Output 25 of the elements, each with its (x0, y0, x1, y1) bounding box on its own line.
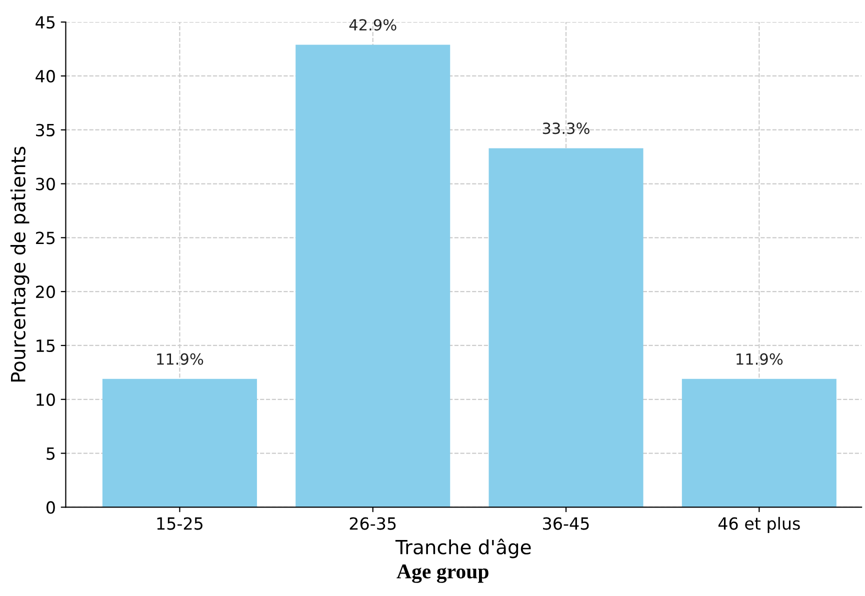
data-label: 11.9% (157, 353, 204, 365)
y-tick-label: 40 (36, 70, 55, 83)
y-tick-label: 15 (36, 340, 55, 352)
x-tick-label: 15-25 (157, 517, 202, 530)
data-label: 11.9% (736, 353, 783, 365)
y-axis-title: Pourcentage de patients (10, 146, 30, 382)
y-tick-label: 20 (36, 286, 55, 298)
x-tick-label: 46 et plus (718, 516, 800, 534)
x-axis-title: Tranche d'âge (395, 538, 531, 558)
y-tick-label: 5 (46, 447, 55, 460)
data-label: 33.3% (542, 122, 590, 134)
y-tick-label: 30 (36, 178, 55, 190)
y-tick-label: 25 (36, 232, 55, 244)
text: Age group (396, 564, 488, 583)
x-tick-label: 36-45 (543, 517, 589, 530)
bar (102, 378, 257, 508)
data-label: 42.9% (349, 19, 396, 31)
bar (488, 148, 644, 508)
y-tick-label: 45 (36, 16, 55, 29)
y-tick-label: 35 (36, 124, 55, 136)
x-tick-label: 26-35 (350, 517, 396, 530)
bar (682, 378, 836, 508)
y-tick-label: 0 (46, 501, 55, 514)
y-tick-label: 10 (36, 393, 55, 406)
bar (296, 44, 450, 508)
